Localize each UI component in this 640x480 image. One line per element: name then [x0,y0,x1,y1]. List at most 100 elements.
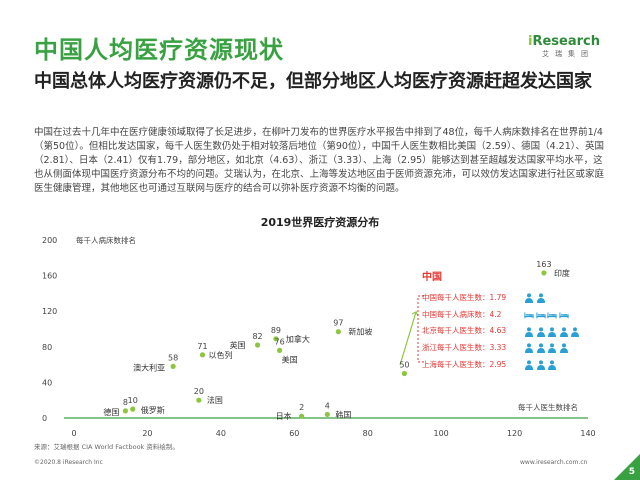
scatter-point [130,406,136,412]
page-title: 中国人均医疗资源现状 [34,36,284,64]
scatter-point [122,408,128,414]
china-rows: 中国每千人医生数：1.79 中国每千人病床数：4.2 北京每千人医生数：4.63 浙江… [422,289,612,373]
iresearch-logo: iResearch 艾瑞集团 [528,34,608,59]
bed-icon [547,305,557,324]
x-tick-label: 120 [507,429,522,438]
doctor-icon [536,355,546,374]
body-paragraph: 中国在过去十几年中在医疗健康领域取得了长足进步，在柳叶刀发布的世界医疗水平报告中… [34,127,605,194]
doctor-icon [559,338,569,357]
point-value-label: 163 [536,260,551,269]
doctor-icon [559,322,569,341]
y-tick-label: 0 [42,414,47,423]
china-row-icons [524,288,546,307]
y-tick-label: 40 [42,378,52,387]
page-subtitle: 中国总体人均医疗资源仍不足，但部分地区人均医疗资源赶超发达国家 [34,71,592,92]
doctor-icon [536,322,546,341]
bed-icon [524,305,534,324]
point-value-label: 82 [252,332,262,341]
point-value-label: 89 [271,326,281,335]
page-corner [614,454,640,480]
y-tick-label: 160 [42,272,57,281]
source-note: 来源：艾瑞根据 CIA World Factbook 资料绘制。 [34,443,179,451]
scatter-point [199,352,206,358]
copyright: ©2020.8 iResearch Inc [34,459,103,466]
y-tick-label: 200 [42,236,57,245]
china-row: 中国每千人医生数：1.79 [422,289,612,306]
point-name-label: 新加坡 [348,327,372,337]
china-row: 浙江每千人医生数：3.33 [422,339,612,356]
x-tick-label: 0 [71,429,76,438]
doctor-icon [524,338,534,357]
point-name-label: 加拿大 [286,334,310,344]
chart-title: 2019世界医疗资源分布 [261,215,380,229]
x-tick-label: 20 [142,429,152,438]
x-tick-labels: 0 20 40 60 80 100 120 140 [71,429,595,438]
scatter-point [273,336,279,342]
china-row-label: 中国每千人医生数：1.79 [422,292,507,302]
x-tick-label: 140 [580,429,595,438]
y-tick-label: 80 [42,343,52,352]
point-name-label: 法国 [207,395,223,405]
point-value-label: 20 [194,387,204,396]
bed-icon [535,305,546,324]
point-name-label: 俄罗斯 [141,405,165,415]
point-value-label: 4 [325,401,330,410]
doctor-icon [547,322,557,341]
point-value-label: 71 [197,342,207,351]
scatter-point [299,413,305,419]
point-name-label: 澳大利亚 [133,362,165,372]
point-value-label: 97 [333,319,343,328]
logo-subtitle: 艾瑞集团 [542,50,594,58]
china-row-label: 上海每千人医生数：2.95 [422,360,507,370]
logo-text: Research [532,34,600,49]
china-row: 上海每千人医生数：2.95 [422,356,612,373]
china-panel: 中国 中国每千人医生数：1.79 中国每千人病床数：4.2 北京每千人医生数：4.6… [422,268,612,373]
point-value-label: 2 [299,403,304,412]
point-name-label: 日本 [276,411,292,421]
point-name-label: 韩国 [335,409,351,419]
scatter-point [335,329,341,335]
china-row-icons [524,355,557,374]
scatter-point [541,270,547,276]
doctor-icon [524,355,534,374]
doctor-icon [524,288,534,307]
page-number: 5 [628,467,635,477]
scatter-point [401,370,408,377]
y-tick-labels: 0 40 80 120 160 200 [42,236,57,423]
scatter-point [254,342,261,348]
point-name-label: 德国 [103,407,119,417]
scatter-point [277,347,283,353]
point-name-label: 美国 [282,354,298,364]
china-row-icons [524,305,569,324]
point-name-label: 英国 [230,340,246,350]
scatter-point [324,411,330,418]
china-row-label: 中国每千人病床数：4.2 [422,309,502,319]
y-axis-label: 每千人病床数排名 [76,235,136,245]
x-tick-label: 100 [434,429,449,438]
footer-url: www.iresearch.com.cn [520,459,588,466]
logo-i: i [528,34,533,49]
china-row-label: 北京每千人医生数：4.63 [422,326,507,336]
point-value-label: 58 [168,353,178,362]
doctor-icon [570,322,580,341]
doctor-icon [547,355,557,374]
scatter-point [196,397,202,403]
china-row: 北京每千人医生数：4.63 [422,323,612,340]
point-value-label: 76 [275,337,285,346]
doctor-icon [547,338,557,357]
china-row-label: 浙江每千人医生数：3.33 [422,343,507,353]
china-title: 中国 [422,272,442,283]
point-name-label: 以色列 [209,350,233,360]
bed-icon [558,305,569,324]
x-tick-label: 80 [363,429,373,438]
x-tick-label: 40 [216,429,226,438]
china-row-icons [524,322,580,341]
x-tick-label: 60 [289,429,299,438]
point-name-label: 印度 [554,268,570,278]
china-row-icons [524,338,569,357]
x-axis-label: 每千人医生数排名 [518,402,578,412]
china-row: 中国每千人病床数：4.2 [422,306,612,323]
point-value-label: 50 [399,361,409,370]
